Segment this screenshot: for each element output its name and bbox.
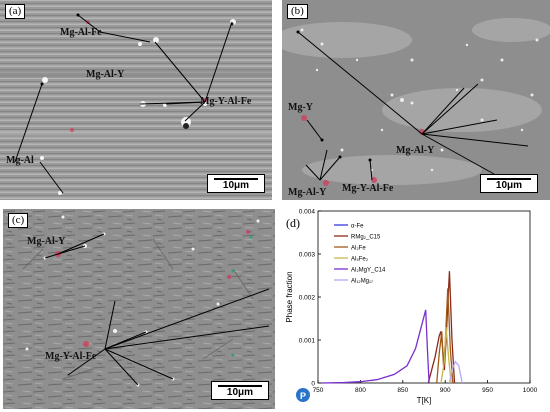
label-mg-al: Mg-Al — [6, 155, 34, 166]
micrograph-a-image — [0, 0, 272, 200]
scale-bar-a-line — [214, 178, 258, 180]
micrograph-panel-c: (c) Mg-Al-Y Mg-Y-Al-Fe 10μm — [3, 209, 275, 409]
x-axis-label: T[K] — [417, 396, 432, 405]
y-tick-label: 0.004 — [299, 209, 316, 216]
chart-series — [322, 271, 463, 384]
scale-bar-b-line — [487, 178, 531, 180]
legend-label-3: Al₅Fe₂ — [351, 256, 369, 262]
scale-bar-b-label: 10μm — [495, 180, 523, 191]
panel-a-tag: (a) — [5, 4, 26, 19]
legend-label-0: α-Fe — [351, 223, 364, 229]
scale-bar-c-line — [218, 385, 262, 387]
y-tick-label: 0.001 — [299, 338, 316, 345]
scale-bar-a-label: 10μm — [222, 180, 250, 191]
chart-legend: α-Fe RMg₂_C15 Al₂Fe Al₅Fe₂ Al₂MgY_C14 Al₁₂Mg₁… — [334, 223, 386, 284]
panel-b-tag: (b) — [287, 4, 308, 19]
x-tick-label: 750 — [313, 387, 324, 394]
legend-label-5: Al₁₂Mg₁₇ — [351, 278, 373, 284]
label-mg-al-y-b1: Mg-Al-Y — [396, 145, 435, 156]
series-line-4 — [322, 309, 430, 384]
scale-bar-c: 10μm — [211, 381, 269, 400]
series-line-1 — [427, 271, 456, 384]
panel-d-tag: (d) — [286, 216, 300, 230]
series-line-5 — [448, 360, 463, 384]
badge-label: P — [300, 391, 306, 401]
scale-bar-b: 10μm — [480, 174, 538, 193]
legend-label-4: Al₂MgY_C14 — [351, 267, 386, 273]
plot-frame — [317, 210, 531, 384]
label-mg-y-al-fe: Mg-Y-Al-Fe — [200, 96, 252, 107]
y-tick-label: 0.003 — [299, 252, 316, 259]
scale-bar-c-label: 10μm — [226, 387, 254, 398]
y-axis-label: Phase fraction — [285, 271, 294, 322]
x-tick-label: 950 — [482, 387, 493, 394]
micrograph-c-image — [3, 209, 275, 409]
label-mg-al-fe: Mg-Al-Fe — [60, 27, 102, 38]
label-mg-y: Mg-Y — [288, 102, 313, 113]
scale-bar-a: 10μm — [207, 174, 265, 193]
x-tick-label: 850 — [397, 387, 408, 394]
x-tick-label: 900 — [440, 387, 451, 394]
label-mg-al-y-c: Mg-Al-Y — [27, 236, 66, 247]
label-mg-al-y-b2: Mg-Al-Y — [288, 187, 327, 198]
phase-fraction-chart: (d) 750 800 850 900 950 1000 0 0.001 0.002 0.003 0… — [285, 209, 538, 406]
y-tick-label: 0.002 — [299, 295, 316, 302]
legend-label-2: Al₂Fe — [351, 245, 366, 251]
phase-fraction-chart-panel: (d) 750 800 850 900 950 1000 0 0.001 0.002 0.003 0… — [282, 205, 550, 412]
y-tick-label: 0 — [311, 381, 315, 388]
label-mg-y-al-fe-c: Mg-Y-Al-Fe — [45, 351, 97, 362]
chart-axes: 750 800 850 900 950 1000 0 0.001 0.002 0.003 0.004… — [285, 209, 538, 406]
badge-icon: P — [296, 388, 310, 402]
panel-c-tag: (c) — [8, 213, 29, 228]
series-line-3 — [440, 327, 452, 384]
micrograph-b-image — [282, 0, 550, 200]
micrograph-panel-b: (b) Mg-Y Mg-Al-Y Mg-Al-Y Mg-Y-Al-Fe 10μm — [282, 0, 550, 200]
label-mg-al-y: Mg-Al-Y — [86, 69, 125, 80]
micrograph-panel-a: (a) Mg-Al-Fe Mg-Al-Y Mg-Y-Al-Fe Mg-Al 10… — [0, 0, 272, 200]
x-tick-label: 1000 — [523, 387, 538, 394]
label-mg-y-al-fe-b: Mg-Y-Al-Fe — [342, 183, 394, 194]
legend-label-1: RMg₂_C15 — [351, 234, 381, 240]
x-tick-label: 800 — [355, 387, 366, 394]
